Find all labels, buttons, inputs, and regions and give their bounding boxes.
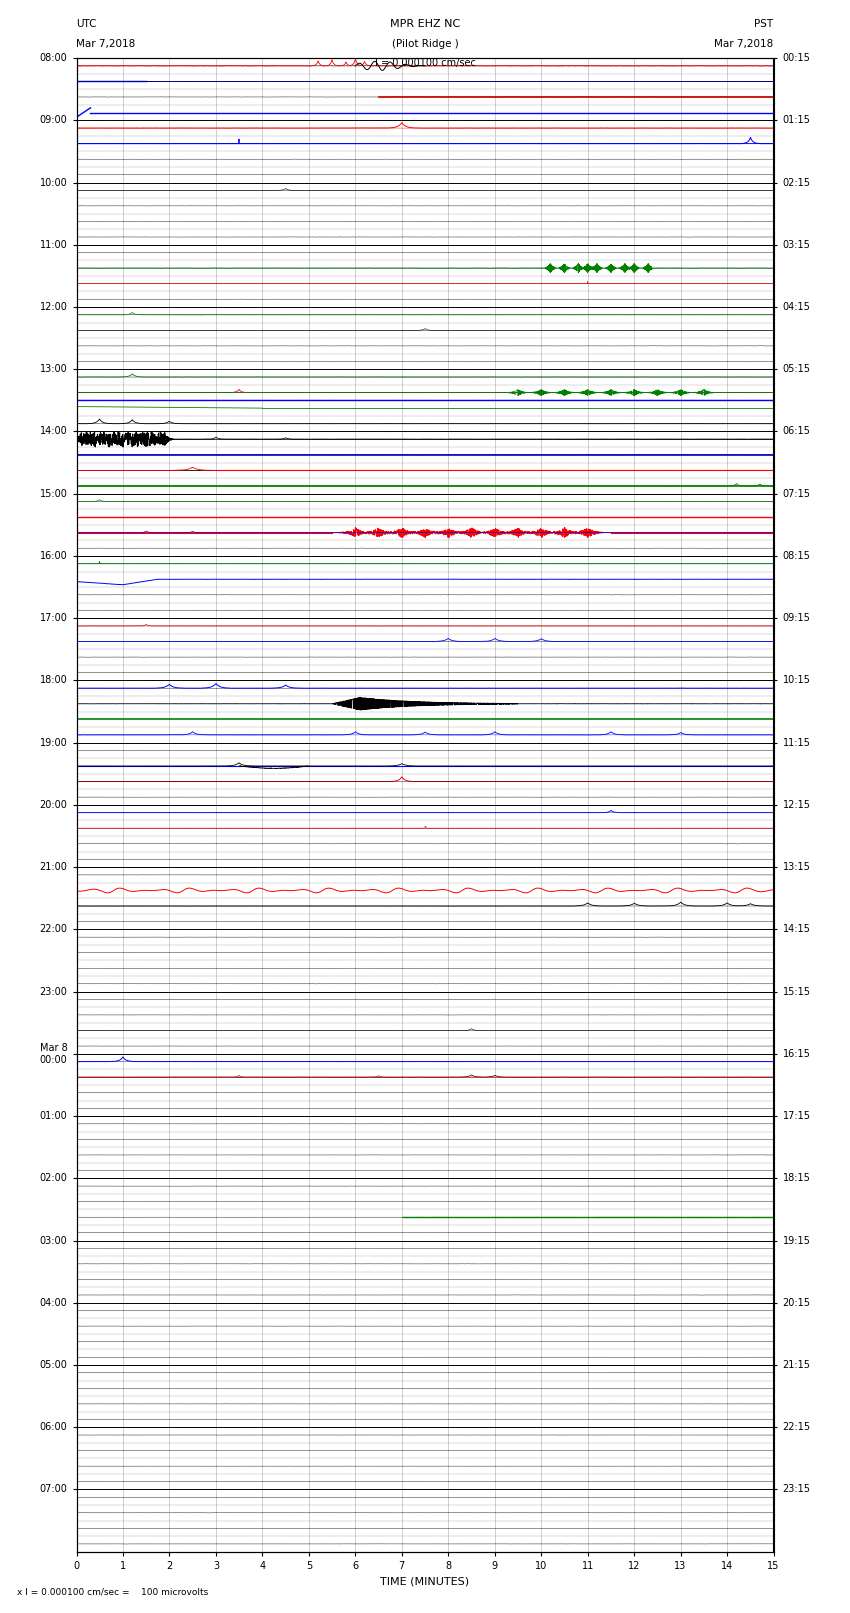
- Text: (Pilot Ridge ): (Pilot Ridge ): [392, 39, 458, 48]
- Text: I = 0.000100 cm/sec: I = 0.000100 cm/sec: [375, 58, 475, 68]
- Text: Mar 7,2018: Mar 7,2018: [76, 39, 136, 48]
- Text: UTC: UTC: [76, 19, 97, 29]
- X-axis label: TIME (MINUTES): TIME (MINUTES): [381, 1576, 469, 1586]
- Text: x I = 0.000100 cm/sec =    100 microvolts: x I = 0.000100 cm/sec = 100 microvolts: [17, 1587, 208, 1597]
- Text: MPR EHZ NC: MPR EHZ NC: [390, 19, 460, 29]
- Text: PST: PST: [755, 19, 774, 29]
- Text: Mar 7,2018: Mar 7,2018: [714, 39, 774, 48]
